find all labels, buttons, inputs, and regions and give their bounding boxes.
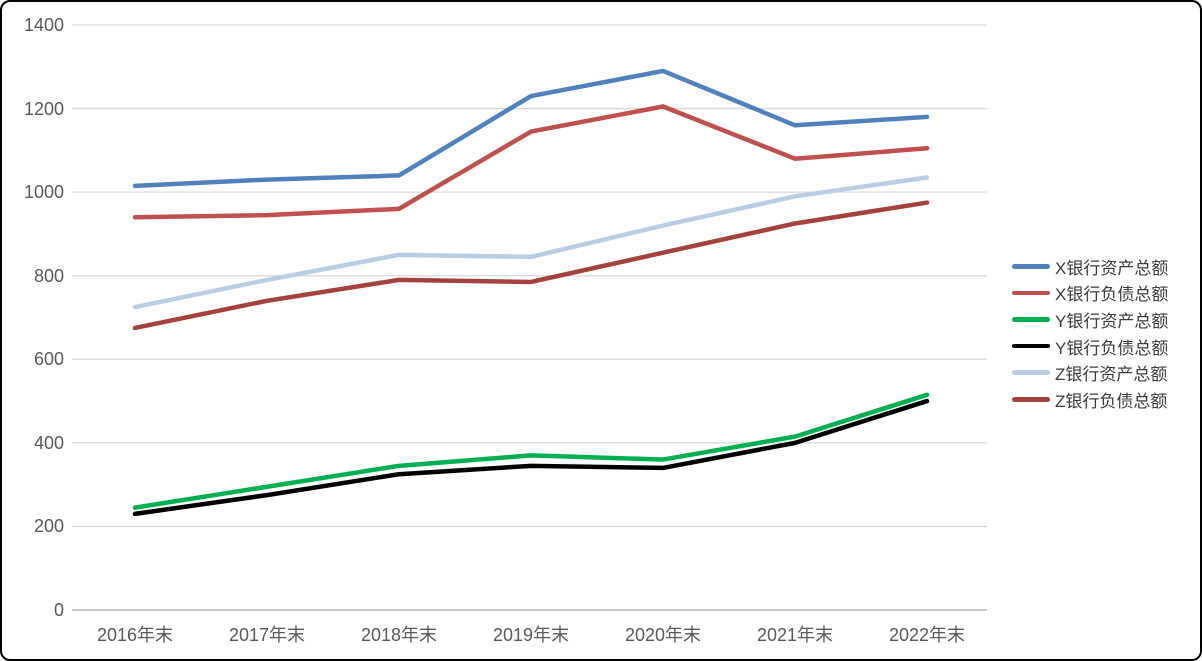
- legend-item-X银行负债总额[interactable]: X银行负债总额: [1012, 280, 1168, 307]
- legend-label: Z银行资产总额: [1055, 365, 1168, 385]
- legend-swatch-icon: [1012, 343, 1050, 349]
- y-tick-label-1400: 1400: [23, 15, 64, 35]
- y-tick-label-800: 800: [33, 265, 64, 286]
- series-line-Y银行负债总额[interactable]: [132, 398, 930, 517]
- legend-item-Y银行资产总额[interactable]: Y银行资产总额: [1012, 306, 1168, 333]
- series-line-X银行资产总额[interactable]: [132, 68, 930, 189]
- x-tick-label-2020年末: 2020年末: [624, 625, 702, 645]
- y-tick-label-0: 0: [53, 600, 64, 620]
- x-tick-label-2019年末: 2019年末: [492, 625, 570, 645]
- legend-label: X银行负债总额: [1055, 285, 1169, 305]
- legend: X银行资产总额 X银行负债总额 Y银行资产总额 Y银行负债总额 Z银行资产总额 Z银行负债…: [1012, 253, 1168, 413]
- legend-swatch-icon: [1012, 264, 1050, 269]
- legend-label: Y银行资产总额: [1055, 311, 1169, 331]
- legend-item-Z银行资产总额[interactable]: Z银行资产总额: [1012, 359, 1168, 386]
- y-tick-label-400: 400: [33, 432, 64, 453]
- legend-item-X银行资产总额[interactable]: X银行资产总额: [1012, 253, 1168, 280]
- legend-label: X银行资产总额: [1055, 258, 1169, 278]
- y-tick-label-1200: 1200: [23, 98, 64, 119]
- legend-label: Y银行负债总额: [1055, 338, 1169, 358]
- series-line-X银行负债总额[interactable]: [132, 104, 930, 220]
- legend-swatch-icon: [1012, 397, 1050, 402]
- y-tick-label-200: 200: [33, 516, 64, 537]
- legend-item-Y银行负债总额[interactable]: Y银行负债总额: [1012, 333, 1168, 360]
- legend-swatch-icon: [1012, 370, 1050, 375]
- legend-swatch-icon: [1012, 317, 1050, 322]
- x-tick-label-2022年末: 2022年末: [888, 625, 966, 645]
- x-tick-label-2018年末: 2018年末: [360, 625, 438, 645]
- series-line-Z银行资产总额[interactable]: [132, 175, 930, 310]
- series-line-Z银行负债总额[interactable]: [132, 200, 930, 331]
- x-tick-label-2017年末: 2017年末: [228, 625, 306, 645]
- legend-swatch-icon: [1012, 290, 1050, 296]
- legend-label: Z银行负债总额: [1055, 391, 1168, 411]
- y-tick-label-1000: 1000: [23, 182, 64, 203]
- x-tick-label-2021年末: 2021年末: [756, 625, 834, 645]
- legend-item-Z银行负债总额[interactable]: Z银行负债总额: [1012, 386, 1168, 413]
- y-tick-label-600: 600: [33, 349, 64, 370]
- x-tick-label-2016年末: 2016年末: [96, 625, 174, 645]
- series-line-Y银行资产总额[interactable]: [132, 392, 930, 510]
